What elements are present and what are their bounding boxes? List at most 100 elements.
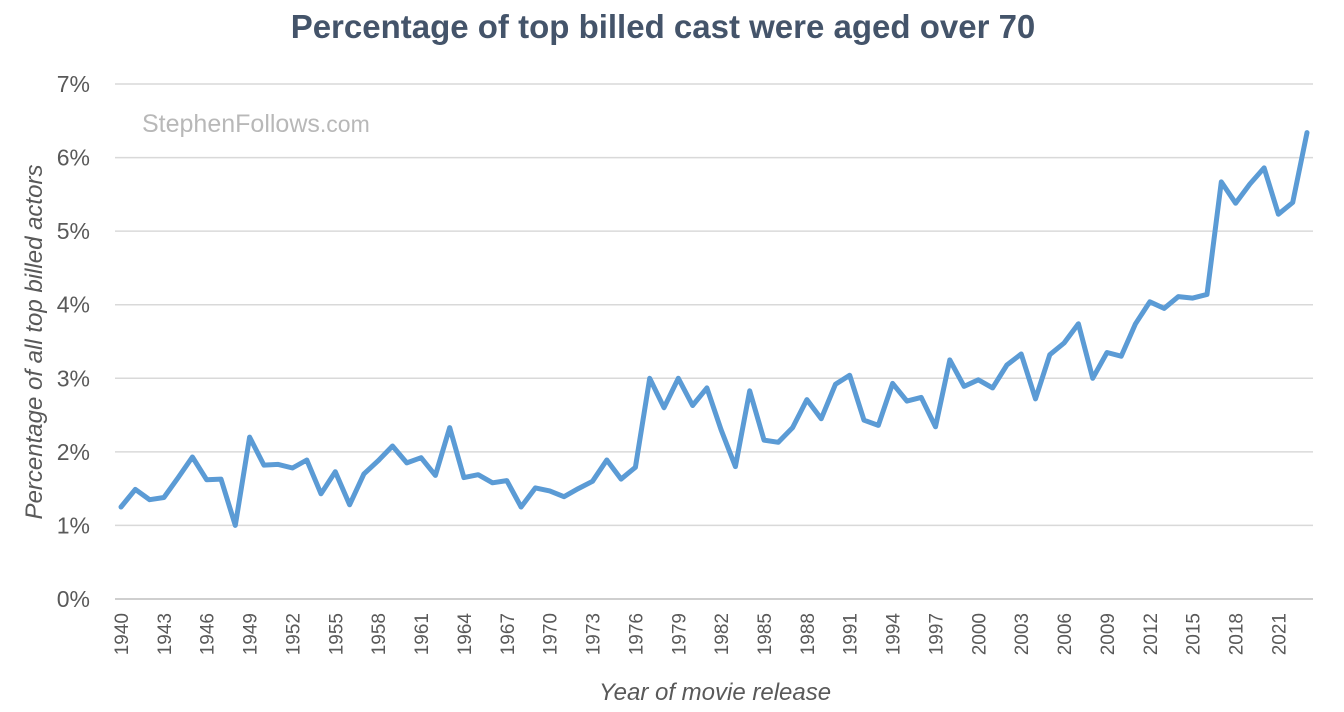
- data-point: [1290, 200, 1295, 205]
- gridlines: [115, 83, 1313, 600]
- series-group: [118, 130, 1310, 528]
- data-point: [476, 472, 481, 477]
- data-point: [390, 444, 395, 449]
- x-tick-label: 2006: [1055, 613, 1076, 655]
- data-point: [1076, 321, 1081, 326]
- x-tick-label: 1946: [198, 613, 219, 655]
- y-tick-label: 4%: [57, 292, 90, 318]
- x-tick-label: 1961: [412, 613, 433, 655]
- x-tick-label: 1970: [541, 613, 562, 655]
- data-point: [1090, 376, 1095, 381]
- y-tick-label: 5%: [57, 218, 90, 244]
- x-tick-label: 1949: [241, 613, 262, 655]
- data-point: [219, 477, 224, 482]
- data-point: [990, 385, 995, 390]
- data-point: [147, 497, 152, 502]
- x-tick-label: 1955: [326, 613, 347, 655]
- x-tick-label: 1997: [926, 613, 947, 655]
- data-point: [333, 469, 338, 474]
- data-point: [233, 523, 238, 528]
- data-point: [862, 418, 867, 423]
- watermark-name: StephenFollows: [142, 110, 320, 138]
- x-tick-label: 1973: [584, 613, 605, 655]
- data-point: [804, 397, 809, 402]
- data-point: [1004, 363, 1009, 368]
- x-tick-label: 2015: [1184, 613, 1205, 655]
- data-point: [161, 495, 166, 500]
- data-point: [1019, 352, 1024, 357]
- chart-title: Percentage of top billed cast were aged …: [290, 8, 1036, 45]
- data-point: [633, 465, 638, 470]
- x-tick-label: 1964: [455, 613, 476, 656]
- data-point: [776, 440, 781, 445]
- x-tick-label: 2000: [969, 613, 990, 655]
- data-point: [133, 487, 138, 492]
- data-point: [119, 505, 124, 510]
- x-tick-label: 2018: [1227, 613, 1248, 655]
- x-tick-label: 1979: [669, 613, 690, 655]
- data-point: [1133, 321, 1138, 326]
- data-point: [176, 475, 181, 480]
- x-tick-label: 1952: [283, 613, 304, 655]
- data-point: [690, 403, 695, 408]
- data-point: [204, 477, 209, 482]
- data-point: [976, 377, 981, 382]
- data-point: [461, 475, 466, 480]
- x-tick-label: 1943: [155, 613, 176, 655]
- data-point: [1247, 182, 1252, 187]
- data-point: [433, 473, 438, 478]
- data-point: [619, 477, 624, 482]
- data-point: [947, 357, 952, 362]
- data-point: [376, 458, 381, 463]
- data-point: [833, 382, 838, 387]
- x-tick-label: 1985: [755, 613, 776, 655]
- data-point: [790, 425, 795, 430]
- data-point: [1119, 354, 1124, 359]
- data-point: [562, 494, 567, 499]
- data-point: [1205, 292, 1210, 297]
- data-point: [647, 376, 652, 381]
- y-tick-label: 6%: [57, 145, 90, 171]
- x-tick-label: 2009: [1098, 613, 1119, 655]
- x-tick-label: 2012: [1141, 613, 1162, 655]
- data-point: [519, 505, 524, 510]
- data-point: [1105, 350, 1110, 355]
- data-point: [1147, 299, 1152, 304]
- data-point: [1062, 341, 1067, 346]
- x-tick-label: 1988: [798, 613, 819, 655]
- data-point: [676, 376, 681, 381]
- data-point: [276, 462, 281, 467]
- data-point: [504, 478, 509, 483]
- x-axis-title: Year of movie release: [599, 679, 831, 706]
- data-point: [319, 491, 324, 496]
- data-point: [747, 388, 752, 393]
- y-tick-label: 2%: [57, 439, 90, 465]
- data-point: [762, 438, 767, 443]
- data-point: [890, 381, 895, 386]
- y-axis-title: Percentage of all top billed actors: [21, 165, 48, 520]
- data-point: [819, 416, 824, 421]
- y-tick-label: 3%: [57, 365, 90, 391]
- data-point: [704, 385, 709, 390]
- data-point: [247, 435, 252, 440]
- watermark-suffix: .com: [319, 111, 370, 137]
- x-tick-label: 1958: [369, 613, 390, 655]
- data-point: [1262, 165, 1267, 170]
- data-point: [847, 373, 852, 378]
- x-tick-label: 1976: [626, 613, 647, 655]
- data-point: [604, 458, 609, 463]
- x-tick-label: 1991: [841, 613, 862, 655]
- data-point: [419, 455, 424, 460]
- data-point: [904, 399, 909, 404]
- data-point: [261, 463, 266, 468]
- series-line: [118, 130, 1310, 528]
- data-point: [876, 423, 881, 428]
- data-point: [1219, 179, 1224, 184]
- data-point: [1305, 130, 1310, 135]
- data-point: [404, 460, 409, 465]
- data-point: [919, 395, 924, 400]
- watermark: StephenFollows.com: [142, 110, 370, 139]
- data-point: [1162, 306, 1167, 311]
- data-point: [590, 479, 595, 484]
